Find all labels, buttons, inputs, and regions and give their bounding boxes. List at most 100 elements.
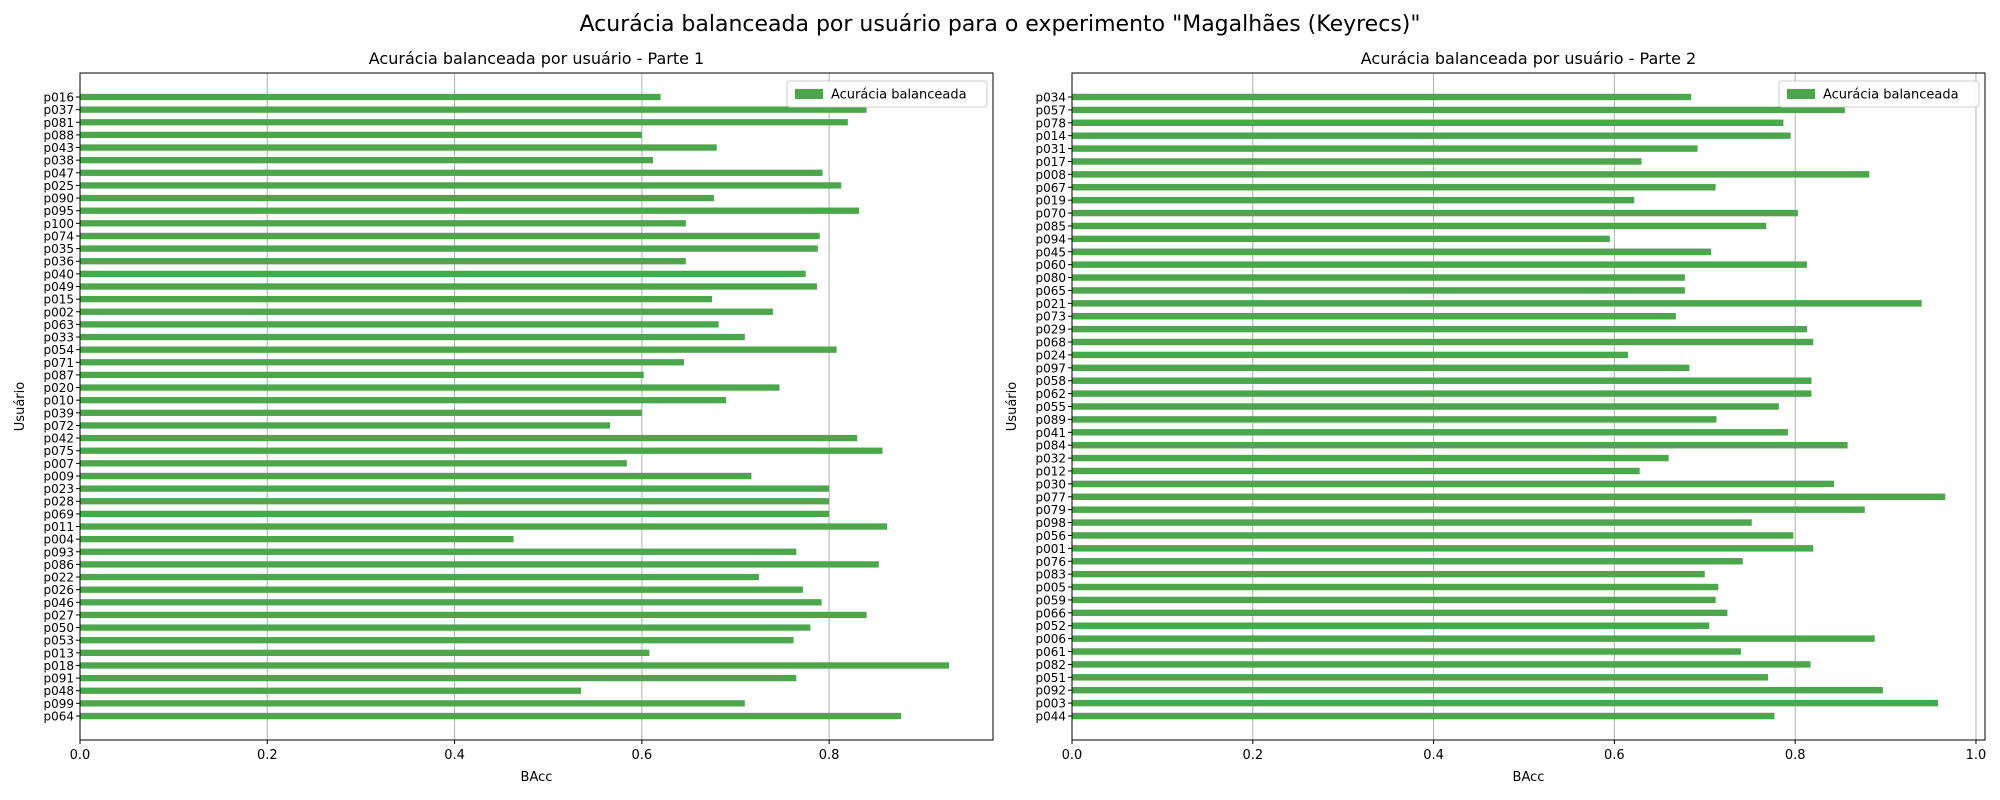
bar-p088: [80, 131, 642, 139]
bar-p010: [80, 397, 727, 404]
y-tick-label: p017: [1035, 155, 1066, 169]
bar-p057: [1072, 106, 1845, 114]
bar-p032: [1072, 454, 1669, 462]
y-tick-label: p051: [1035, 671, 1066, 685]
bar-p021: [1072, 300, 1922, 307]
y-tick-label: p059: [1035, 593, 1066, 607]
bar-p006: [1072, 635, 1875, 642]
bar-p084: [1072, 441, 1848, 449]
y-tick-label: p039: [43, 406, 74, 420]
legend-box: [1778, 80, 1980, 108]
bar-p014: [1072, 132, 1791, 139]
bar-p028: [80, 498, 830, 505]
y-tick-label: p062: [1035, 387, 1066, 401]
bar-p075: [80, 447, 883, 454]
bar-p061: [1072, 648, 1741, 655]
bar-p008: [1072, 171, 1870, 178]
bar-p023: [80, 485, 830, 492]
y-axis-label: Usuário: [13, 382, 28, 431]
y-tick-label: p016: [43, 91, 74, 105]
bar-p081: [80, 119, 848, 126]
bar-p051: [1072, 674, 1769, 681]
chart-panel-2: p034p057p078p014p031p017p008p067p019p070…: [1005, 49, 1986, 785]
y-tick-label: p003: [1035, 697, 1066, 711]
x-tick-label: 0.0: [70, 748, 91, 763]
y-tick-label: p067: [1035, 181, 1066, 195]
y-tick-label: p029: [1035, 323, 1066, 337]
y-tick-label: p095: [43, 204, 74, 218]
bar-p053: [80, 637, 794, 644]
bar-p019: [1072, 196, 1635, 204]
figure-title: Acurácia balanceada por usuário para o e…: [579, 12, 1421, 37]
bar-p062: [1072, 390, 1812, 397]
bar-p048: [80, 687, 581, 694]
y-tick-label: p040: [43, 267, 74, 281]
bar-p012: [1072, 467, 1640, 475]
bar-p077: [1072, 493, 1946, 500]
bar-p001: [1072, 545, 1814, 552]
y-tick-label: p057: [1035, 103, 1066, 117]
bar-p024: [1072, 351, 1628, 359]
x-tick-label: 1.0: [1966, 748, 1987, 763]
bar-p038: [80, 157, 654, 164]
x-tick-label: 0.4: [1423, 748, 1444, 763]
y-tick-label: p052: [1035, 619, 1066, 633]
bar-p060: [1072, 261, 1807, 268]
y-tick-label: p082: [1035, 658, 1066, 672]
y-tick-label: p053: [43, 634, 74, 648]
y-tick-label: p008: [1035, 168, 1066, 182]
bar-p091: [80, 674, 797, 682]
bar-p074: [80, 232, 820, 240]
y-tick-label: p071: [43, 356, 74, 370]
y-tick-label: p099: [43, 697, 74, 711]
y-tick-label: p084: [1035, 439, 1066, 453]
bar-p050: [80, 624, 811, 631]
y-tick-label: p020: [43, 381, 74, 395]
y-tick-label: p089: [1035, 413, 1066, 427]
bar-p071: [80, 359, 684, 366]
bar-p068: [1072, 338, 1814, 346]
x-tick-label: 0.8: [1785, 748, 1806, 763]
y-tick-label: p006: [1035, 632, 1066, 646]
y-tick-label: p073: [1035, 310, 1066, 324]
bar-p078: [1072, 119, 1784, 127]
y-tick-label: p094: [1035, 232, 1066, 246]
bar-p005: [1072, 583, 1719, 591]
bar-p067: [1072, 184, 1716, 191]
bar-p003: [1072, 699, 1938, 707]
y-tick-label: p087: [43, 368, 74, 382]
bar-p025: [80, 182, 842, 189]
bar-p076: [1072, 558, 1743, 565]
y-tick-label: p076: [1035, 555, 1066, 569]
y-tick-label: p086: [43, 558, 74, 572]
bar-p036: [80, 258, 686, 265]
y-tick-label: p033: [43, 331, 74, 345]
bar-p065: [1072, 287, 1685, 294]
y-tick-label: p047: [43, 166, 74, 180]
y-tick-label: p090: [43, 192, 74, 206]
y-tick-label: p075: [43, 444, 74, 458]
y-tick-label: p024: [1035, 348, 1066, 362]
bar-p094: [1072, 235, 1610, 243]
bar-p017: [1072, 158, 1642, 165]
bar-p097: [1072, 364, 1690, 372]
y-tick-label: p080: [1035, 271, 1066, 285]
x-tick-label: 0.6: [1604, 748, 1625, 763]
y-tick-label: p041: [1035, 426, 1066, 440]
y-tick-label: p068: [1035, 336, 1066, 350]
y-tick-label: p044: [1035, 710, 1066, 724]
bar-p079: [1072, 506, 1865, 513]
y-tick-label: p097: [1035, 361, 1066, 375]
legend-box: [786, 80, 988, 108]
y-tick-label: p021: [1035, 297, 1066, 311]
y-tick-label: p070: [1035, 207, 1066, 221]
bar-p002: [80, 308, 773, 315]
bar-p063: [80, 321, 719, 328]
bar-p015: [80, 295, 713, 303]
x-tick-label: 0.4: [444, 748, 465, 763]
y-tick-label: p081: [43, 116, 74, 130]
bar-p043: [80, 144, 717, 151]
bar-p054: [80, 346, 837, 353]
bar-p041: [1072, 429, 1788, 436]
legend-label: Acurácia balanceada: [1823, 88, 1959, 103]
